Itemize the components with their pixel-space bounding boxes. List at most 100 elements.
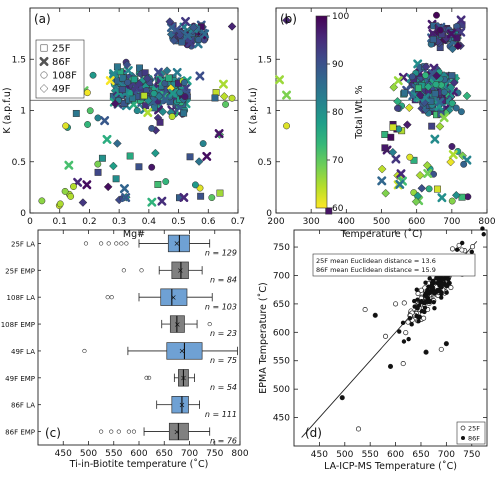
data-point (453, 41, 463, 51)
x-marker-stroke (153, 67, 163, 77)
x-marker-stroke (214, 129, 224, 139)
category-label: 108F LA (7, 294, 36, 302)
x-marker-stroke (428, 29, 438, 39)
data-point-86f (431, 278, 436, 284)
data-point (389, 82, 399, 92)
x-marker-stroke (123, 66, 133, 76)
count-label: n = 54 (210, 383, 237, 392)
annotation-frame (312, 253, 476, 277)
outlier (83, 241, 89, 246)
x-tick-label: 600 (408, 217, 425, 227)
mean-marker: × (174, 320, 181, 329)
data-point (389, 123, 397, 131)
outlier (121, 268, 126, 273)
data-point (437, 193, 447, 203)
data-point (216, 189, 224, 197)
legend-marker-25F (40, 44, 48, 52)
data-point (142, 74, 152, 83)
colorbar-tick-label: 100 (332, 12, 349, 22)
legend-marker-108F (40, 71, 48, 79)
x-marker-stroke (282, 90, 292, 100)
data-point (395, 179, 405, 189)
data-point-86f (432, 305, 437, 311)
data-point-86f (400, 320, 406, 326)
data-point (122, 60, 132, 70)
annotation-text: 25F mean Euclidean distance = 13.6 (316, 257, 436, 265)
data-point (148, 163, 156, 171)
y-tick-label: 500 (273, 385, 290, 395)
data-point (411, 197, 421, 207)
box-49f-la: 49F LA × n = 75 (11, 342, 238, 365)
data-point-86f (423, 280, 428, 285)
data-point (377, 176, 387, 186)
data-point-86f (446, 276, 451, 282)
data-point (168, 113, 176, 121)
y-tick-label: 0 (20, 209, 26, 219)
x-tick-label: 450 (55, 449, 72, 459)
x-marker-stroke (157, 196, 167, 206)
data-point (451, 190, 461, 200)
data-point (78, 198, 88, 207)
data-point-25f (382, 333, 389, 339)
data-point (372, 312, 378, 318)
data-point-25f (470, 244, 476, 250)
x-marker-stroke (129, 99, 139, 109)
data-point (185, 38, 195, 48)
data-point (283, 122, 290, 130)
y-axis-label: K (a.p.f.u) (248, 87, 259, 133)
mean-marker: × (174, 427, 181, 436)
data-point (109, 69, 119, 79)
x-marker-stroke (437, 193, 447, 203)
outlier (109, 429, 114, 434)
data-point (126, 152, 134, 160)
data-point (438, 346, 444, 352)
count-label: n = 103 (205, 302, 237, 311)
data-point (160, 95, 170, 105)
data-point (200, 29, 210, 39)
outlier (126, 429, 131, 434)
x-marker-stroke (439, 113, 449, 123)
data-point (181, 16, 191, 26)
data-point (391, 154, 401, 164)
x-marker-stroke (413, 59, 423, 69)
data-point (157, 196, 167, 206)
x-marker-stroke (39, 56, 49, 66)
data-point (381, 144, 389, 152)
data-point (377, 164, 387, 174)
data-point-86f (419, 299, 424, 304)
x-tick-label: 0.1 (53, 217, 67, 227)
panel-b: 200 300 400 500 600 700 800 0 0.5 1 1.5 60 70 80 90 100… (248, 7, 496, 240)
outlier (207, 321, 212, 327)
data-point (402, 120, 412, 130)
y-tick-label: 600 (273, 328, 290, 338)
x-tick-label: 550 (105, 449, 122, 459)
x-marker-stroke (185, 38, 195, 48)
data-point (178, 38, 186, 46)
x-marker-stroke (166, 23, 176, 33)
data-point (417, 183, 427, 193)
data-point (141, 69, 149, 77)
data-point (61, 187, 69, 195)
data-point (147, 197, 157, 207)
x-marker-stroke (109, 69, 119, 79)
x-tick-label: 200 (267, 217, 284, 227)
x-tick-label: 300 (303, 217, 320, 227)
x-marker-stroke (131, 82, 141, 92)
count-label: n = 76 (210, 437, 237, 446)
legend-marker-25f (460, 425, 466, 431)
x-marker-stroke (64, 160, 74, 170)
category-label: 86F LA (11, 402, 35, 410)
data-point (119, 184, 129, 194)
category-label: 25F LA (11, 240, 35, 248)
x-marker-stroke (160, 95, 170, 105)
x-tick-label: 800 (231, 449, 248, 459)
data-point (148, 124, 156, 132)
data-point-25f (421, 315, 427, 321)
outlier (106, 241, 111, 246)
data-point (180, 109, 188, 117)
data-point (339, 395, 345, 401)
x-marker-stroke (82, 180, 92, 190)
